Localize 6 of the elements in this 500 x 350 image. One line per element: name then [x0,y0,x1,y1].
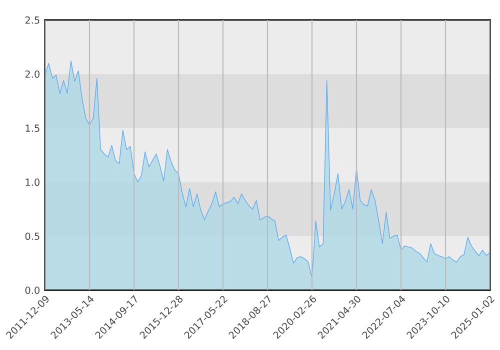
y-tick-label: 0.0 [25,286,40,294]
y-tick-label: 2.0 [25,70,40,78]
y-tick-label: 1.5 [26,124,40,132]
y-tick-label: 2.5 [25,16,40,24]
y-tick-label: 0.5 [25,232,40,240]
y-tick-label: 1.0 [26,178,40,186]
